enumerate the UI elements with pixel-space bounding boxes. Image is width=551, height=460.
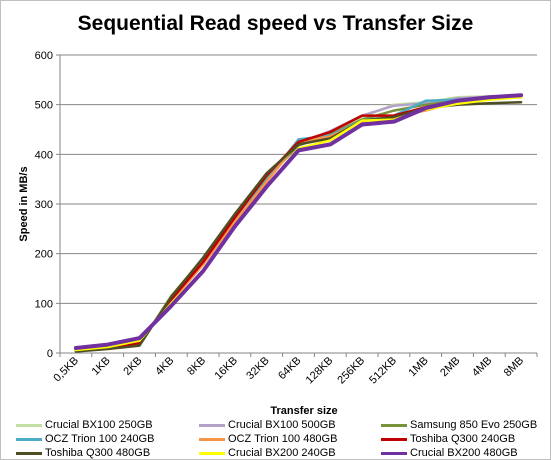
legend-item: OCZ Trion 100 240GB (16, 432, 154, 446)
chart-title: Sequential Read speed vs Transfer Size (77, 12, 474, 35)
series-line-8 (73, 93, 524, 350)
x-tick-label: 4MB (470, 355, 494, 379)
y-tick-label: 600 (35, 50, 53, 62)
x-tick-label: 8MB (502, 355, 526, 379)
y-tick-label: 500 (35, 100, 53, 112)
legend-item: Crucial BX200 480GB (381, 446, 518, 460)
legend-item: Crucial BX100 500GB (199, 418, 336, 432)
series-line-4 (74, 95, 523, 352)
legend-label: Crucial BX100 500GB (228, 419, 336, 431)
series-line-5 (74, 94, 523, 352)
legend-label: OCZ Trion 100 240GB (45, 433, 155, 445)
x-tick-label: 1MB (406, 355, 430, 379)
legend-swatch (199, 451, 225, 455)
x-tick-label: 2KB (121, 355, 144, 378)
x-tick-label: 16KB (212, 355, 240, 383)
legend-item: OCZ Trion 100 480GB (199, 432, 337, 446)
x-tick-label: 64KB (276, 355, 304, 383)
legend-item: Toshiba Q300 480GB (16, 446, 150, 460)
legend-label: Crucial BX200 480GB (410, 447, 518, 459)
legend-swatch (381, 423, 407, 427)
y-tick-label: 300 (35, 199, 53, 211)
y-tick-label: 200 (35, 249, 53, 261)
legend-label: Toshiba Q300 480GB (45, 447, 151, 459)
x-tick-label: 256KB (335, 355, 367, 387)
legend-swatch (16, 437, 42, 441)
y-axis-label: Speed in MB/s (18, 166, 30, 241)
legend-label: Toshiba Q300 240GB (410, 433, 516, 445)
series-lines (73, 93, 524, 353)
legend-swatch (16, 423, 42, 427)
x-tick-label: 32KB (244, 355, 272, 383)
legend-label: Crucial BX100 250GB (45, 419, 153, 431)
series-line-0 (74, 94, 523, 352)
series-line-3 (74, 94, 523, 351)
y-tick-label: 100 (35, 298, 53, 310)
series-line-2 (74, 95, 523, 353)
legend-label: OCZ Trion 100 480GB (228, 433, 338, 445)
x-tick-label: 1KB (90, 355, 113, 378)
series-line-7 (74, 95, 523, 352)
legend-swatch (199, 423, 225, 427)
gridlines (60, 54, 537, 304)
legend-swatch (381, 437, 407, 441)
legend-label: Crucial BX200 240GB (228, 447, 336, 459)
y-tick-label: 0 (47, 348, 53, 360)
x-tick-label: 4KB (153, 355, 176, 378)
legend-item: Toshiba Q300 240GB (381, 432, 515, 446)
legend-item: Crucial BX100 250GB (16, 418, 153, 432)
x-tick-label: 8KB (185, 355, 208, 378)
x-tick-label: 2MB (438, 355, 462, 379)
legend-swatch (381, 451, 407, 455)
x-tick-labels: 0,5KB 1KB 2KB 4KB 8KB 16KB 32KB 64KB 128KB 256KB 5… (51, 355, 526, 387)
y-tick-label: 400 (35, 149, 53, 161)
x-tick-label: 512KB (367, 355, 399, 387)
legend-swatch (199, 437, 225, 441)
series-line-1 (74, 94, 523, 352)
x-tick-label: 0,5KB (51, 355, 81, 385)
legend-item: Samsung 850 Evo 250GB (381, 418, 537, 432)
x-tick-label: 128KB (304, 355, 336, 387)
legend-swatch (16, 451, 42, 455)
y-tick-labels: 0 100 200 300 400 500 600 (35, 50, 53, 360)
legend-label: Samsung 850 Evo 250GB (410, 419, 538, 431)
axes (56, 54, 538, 357)
x-axis-label: Transfer size (270, 405, 337, 417)
legend-item: Crucial BX200 240GB (199, 446, 336, 460)
